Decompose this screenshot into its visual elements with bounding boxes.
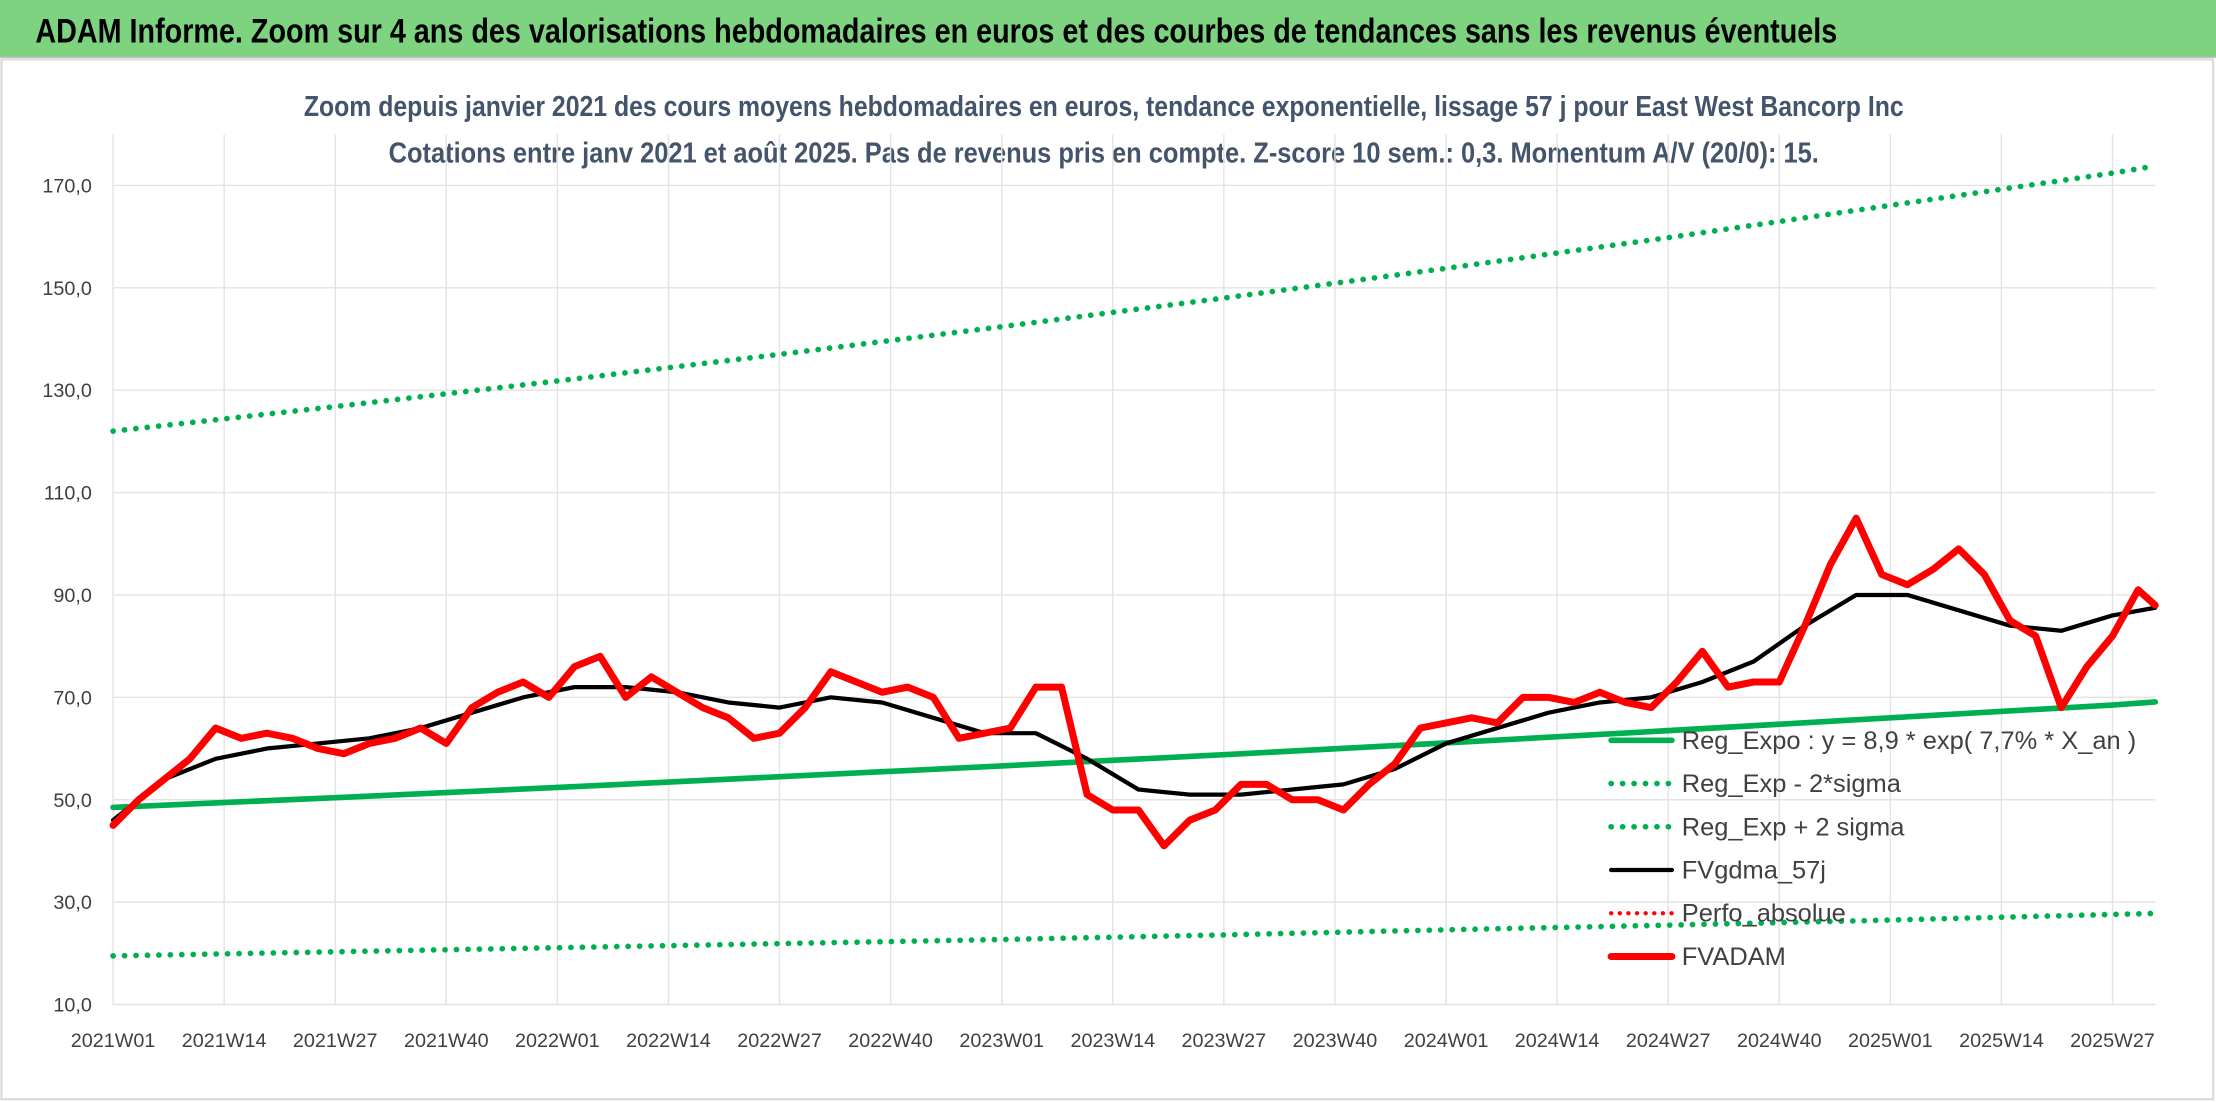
x-tick-label: 2021W27 xyxy=(293,1030,378,1052)
legend-label: FVgdma_57j xyxy=(1682,856,1826,884)
x-tick-label: 2024W14 xyxy=(1515,1030,1600,1052)
x-tick-label: 2023W27 xyxy=(1182,1030,1267,1052)
y-tick-label: 10,0 xyxy=(53,995,91,1017)
x-tick-label: 2025W01 xyxy=(1848,1030,1933,1052)
chart-frame xyxy=(0,58,2215,1101)
plot-area xyxy=(109,163,2159,959)
x-tick-label: 2022W01 xyxy=(515,1030,600,1052)
legend-label: FVADAM xyxy=(1682,943,1786,971)
chart-subtitle: Cotations entre janv 2021 et août 2025. … xyxy=(389,136,1819,168)
x-tick-label: 2024W01 xyxy=(1404,1030,1489,1052)
y-tick-label: 170,0 xyxy=(42,175,91,197)
legend-label: Perfo_absolue xyxy=(1682,900,1846,928)
x-tick-label: 2021W01 xyxy=(71,1030,156,1052)
header-band xyxy=(0,0,2216,57)
y-tick-label: 30,0 xyxy=(53,892,91,914)
x-tick-label: 2025W27 xyxy=(2070,1030,2155,1052)
legend-label: Reg_Exp - 2*sigma xyxy=(1682,770,1902,798)
x-tick-label: 2021W40 xyxy=(404,1030,489,1052)
series-line xyxy=(110,163,2159,434)
x-tick-label: 2022W40 xyxy=(848,1030,933,1052)
y-tick-label: 110,0 xyxy=(44,483,92,505)
legend: Reg_Expo : y = 8,9 * exp( 7,7% * X_an ) R… xyxy=(1607,727,2136,971)
series-line xyxy=(109,514,2159,850)
x-tick-label: 2022W27 xyxy=(737,1030,822,1052)
y-tick-label: 130,0 xyxy=(42,380,91,402)
x-tick-label: 2023W01 xyxy=(959,1030,1044,1052)
x-tick-label: 2022W14 xyxy=(626,1030,711,1052)
series-line xyxy=(110,910,2159,959)
x-tick-label: 2025W14 xyxy=(1959,1030,2044,1052)
x-tick-label: 2024W27 xyxy=(1626,1030,1711,1052)
series-line xyxy=(110,699,2159,811)
chart-subtitle: Zoom depuis janvier 2021 des cours moyen… xyxy=(304,90,1904,122)
x-tick-label: 2024W40 xyxy=(1737,1030,1822,1052)
y-tick-label: 70,0 xyxy=(53,687,91,709)
x-tick-label: 2021W14 xyxy=(182,1030,267,1052)
header-title: ADAM Informe. Zoom sur 4 ans des valoris… xyxy=(35,12,1837,50)
series-line xyxy=(110,592,2158,823)
y-tick-label: 50,0 xyxy=(53,790,91,812)
x-tick-label: 2023W14 xyxy=(1070,1030,1155,1052)
y-tick-label: 90,0 xyxy=(53,585,91,607)
x-tick-label: 2023W40 xyxy=(1293,1030,1378,1052)
y-tick-label: 150,0 xyxy=(42,278,91,300)
legend-label: Reg_Expo : y = 8,9 * exp( 7,7% * X_an ) xyxy=(1682,727,2136,755)
legend-label: Reg_Exp + 2 sigma xyxy=(1682,813,1905,841)
